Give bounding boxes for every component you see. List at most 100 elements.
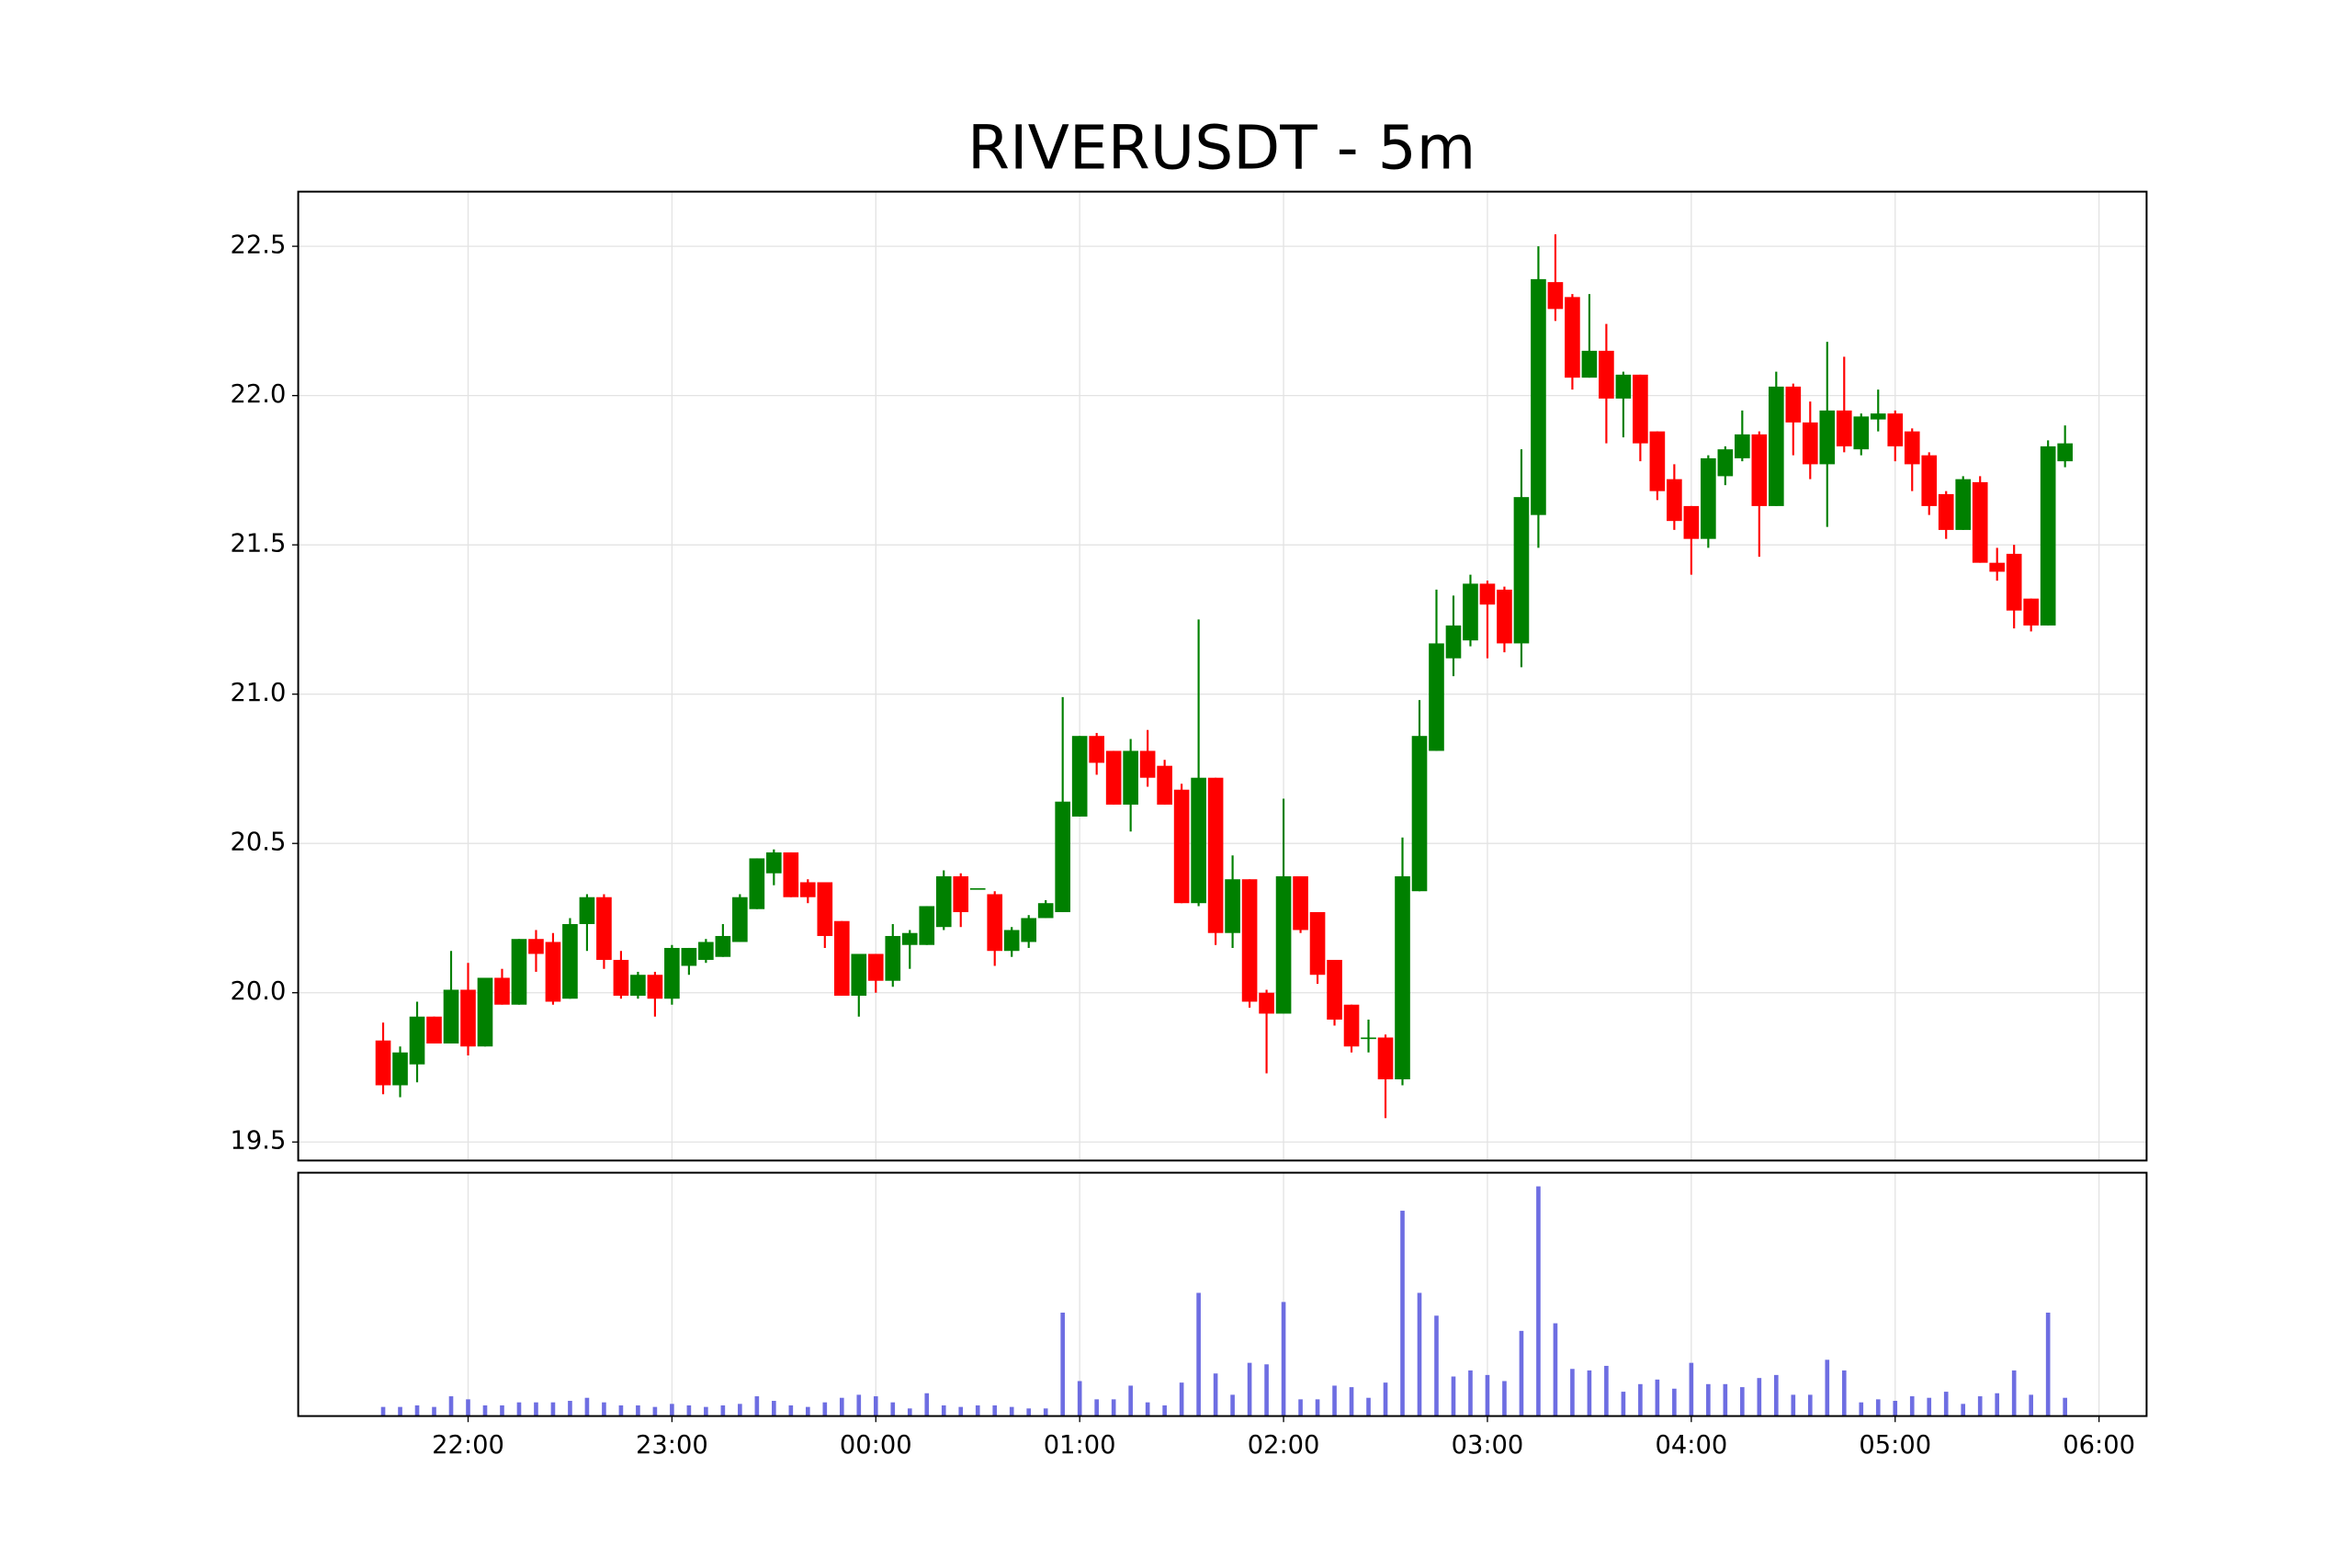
candle-body (426, 1016, 442, 1043)
volume-bar (1689, 1362, 1694, 1416)
candle-body (409, 1016, 425, 1065)
x-tick-label: 02:00 (1248, 1431, 1320, 1460)
volume-bar (907, 1408, 912, 1416)
candle-body (783, 852, 799, 897)
volume-bar (788, 1404, 794, 1416)
candle-body (375, 1040, 391, 1086)
candle-body (1513, 497, 1530, 644)
y-tick-label: 20.0 (231, 977, 287, 1006)
volume-bar (890, 1402, 896, 1416)
candle-body (1904, 431, 1920, 465)
candle-body (1735, 434, 1750, 458)
candle-body (817, 882, 833, 936)
volume-bar (1927, 1397, 1932, 1416)
candle-body (1191, 777, 1206, 904)
volume-bar (602, 1402, 606, 1416)
volume-bar (686, 1404, 692, 1416)
x-tick-label: 22:00 (432, 1431, 504, 1460)
candle-body (1275, 875, 1292, 1014)
candle-body (1717, 449, 1734, 477)
volume-bar (1468, 1370, 1473, 1416)
y-tick-label: 21.5 (231, 530, 287, 558)
candle-body (579, 897, 595, 924)
volume-bar (414, 1404, 420, 1416)
candle-body (2040, 446, 2056, 626)
x-tick-label: 01:00 (1044, 1431, 1116, 1460)
candle-body (1938, 493, 1954, 530)
candle-body (2006, 553, 2022, 611)
candle-body (1599, 350, 1614, 399)
candle-body (969, 887, 986, 890)
volume-bar (754, 1396, 760, 1416)
y-tick-label: 22.0 (231, 380, 287, 409)
volume-bar (2063, 1397, 2067, 1416)
volume-bar (500, 1404, 504, 1416)
candle-body (1581, 350, 1598, 378)
volume-bar (1162, 1404, 1167, 1416)
candle-body (851, 953, 867, 996)
volume-bar (1145, 1402, 1150, 1416)
candle-body (1785, 386, 1802, 423)
volume-bar (1485, 1374, 1490, 1416)
candle-body (630, 975, 646, 996)
volume-bar (856, 1394, 862, 1416)
candle-body (2057, 443, 2073, 462)
volume-bar (1451, 1376, 1456, 1416)
volume-bar (1332, 1385, 1337, 1416)
volume-bar (1638, 1383, 1643, 1416)
candle-body (1887, 413, 1904, 446)
volume-bar (618, 1404, 624, 1416)
chart-title: RIVERUSDT - 5m (967, 113, 1476, 184)
x-tick-label: 03:00 (1452, 1431, 1524, 1460)
candle-body (1972, 481, 1988, 563)
candle-body (935, 875, 952, 928)
volume-bar (1536, 1186, 1541, 1416)
volume-bar (1298, 1399, 1303, 1416)
candle-body (613, 959, 629, 996)
candle-body (460, 989, 476, 1047)
candle-body (1089, 736, 1104, 763)
candle-body (766, 852, 782, 874)
candle-body (867, 953, 884, 981)
volume-bar (1995, 1393, 2000, 1416)
volume-bar (1570, 1369, 1575, 1416)
candle-body (987, 894, 1003, 952)
candle-body (1259, 992, 1274, 1014)
candle-body (1989, 562, 2006, 572)
candle-body (901, 932, 918, 945)
candle-body (833, 920, 850, 996)
volume-bar (670, 1404, 674, 1416)
volume-bar (1009, 1406, 1014, 1416)
candle-body (698, 942, 714, 960)
candle-body (1701, 457, 1716, 539)
candle-body (749, 858, 765, 909)
candle-body (1445, 625, 1462, 659)
candle-body (732, 897, 748, 942)
candle-body (443, 989, 459, 1043)
candle-body (1055, 801, 1071, 912)
volume-bar (1111, 1399, 1116, 1416)
y-tick-label: 19.5 (231, 1127, 287, 1156)
volume-bar (1417, 1292, 1422, 1416)
candle-body (1853, 416, 1870, 450)
candle-body (885, 935, 901, 981)
candle-body (1870, 413, 1886, 420)
volume-panel-frame (297, 1171, 2148, 1417)
volume-bar (1349, 1387, 1354, 1416)
candle-body (1463, 583, 1478, 641)
candle-body (1429, 643, 1444, 751)
candle-body (1361, 1037, 1376, 1040)
volume-bar (1366, 1397, 1371, 1416)
volume-bar (1400, 1211, 1405, 1416)
volume-bar (534, 1402, 538, 1416)
volume-bar (652, 1406, 658, 1416)
volume-bar (380, 1406, 386, 1416)
candle-body (1802, 422, 1818, 465)
volume-bar (1094, 1399, 1099, 1416)
volume-bar (1977, 1396, 1983, 1416)
candle-body (392, 1052, 408, 1086)
y-tick-label: 20.5 (231, 829, 287, 857)
candle-body (715, 935, 731, 957)
